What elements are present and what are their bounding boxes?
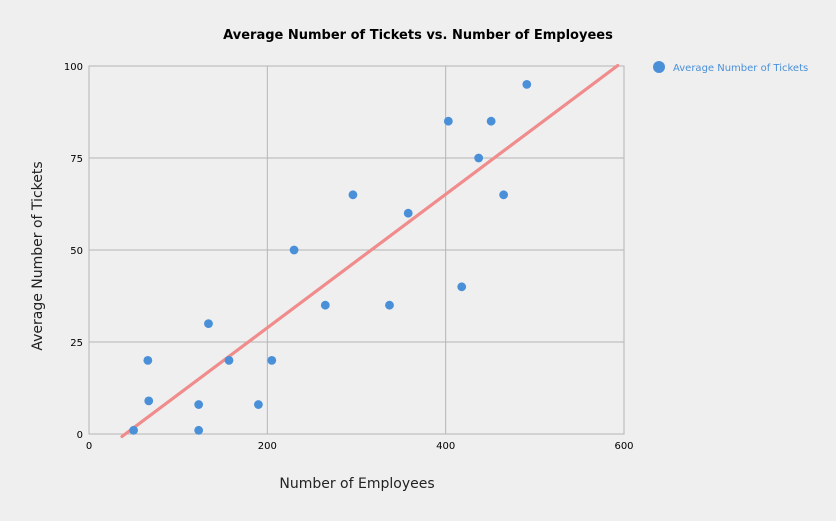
data-point: [348, 190, 358, 200]
x-tick-label: 400: [436, 441, 455, 452]
y-tick-label: 100: [64, 62, 83, 73]
plot-area-border: [88, 65, 625, 435]
legend-label: Average Number of Tickets: [673, 63, 808, 74]
data-point: [320, 300, 330, 310]
grid-lines: [89, 66, 624, 434]
y-tick-label: 25: [70, 338, 83, 349]
data-point: [474, 153, 484, 163]
data-point: [403, 208, 413, 218]
data-point: [267, 356, 277, 365]
y-tick-label: 75: [70, 154, 83, 165]
trendline-group: [120, 63, 620, 439]
data-point: [129, 425, 138, 435]
x-tick-label: 0: [86, 441, 92, 452]
legend-marker: [653, 61, 665, 73]
data-point: [385, 300, 394, 310]
data-point: [522, 80, 532, 89]
y-axis-label: Average Number of Tickets: [30, 161, 46, 350]
data-point: [443, 116, 453, 126]
y-tick-label: 0: [77, 430, 83, 441]
data-point: [204, 319, 213, 328]
data-point: [499, 190, 509, 200]
data-point: [486, 116, 496, 126]
data-point: [194, 400, 204, 409]
tick-labels: 0 200 400 600 0 25 50 75 100: [64, 62, 634, 452]
chart-title: Average Number of Tickets vs. Number of …: [223, 28, 613, 43]
data-point: [143, 356, 153, 365]
x-axis-label: Number of Employees: [279, 476, 434, 492]
data-point: [457, 282, 467, 292]
x-tick-label: 600: [614, 441, 633, 452]
data-points: [129, 80, 532, 435]
trendline: [120, 63, 620, 439]
data-point: [254, 400, 263, 409]
legend: Average Number of Tickets: [653, 61, 808, 74]
y-tick-label: 50: [70, 246, 83, 257]
data-point: [224, 356, 234, 365]
data-point: [144, 396, 154, 406]
x-tick-label: 200: [258, 441, 277, 452]
data-point: [289, 245, 299, 255]
data-point: [194, 425, 204, 435]
